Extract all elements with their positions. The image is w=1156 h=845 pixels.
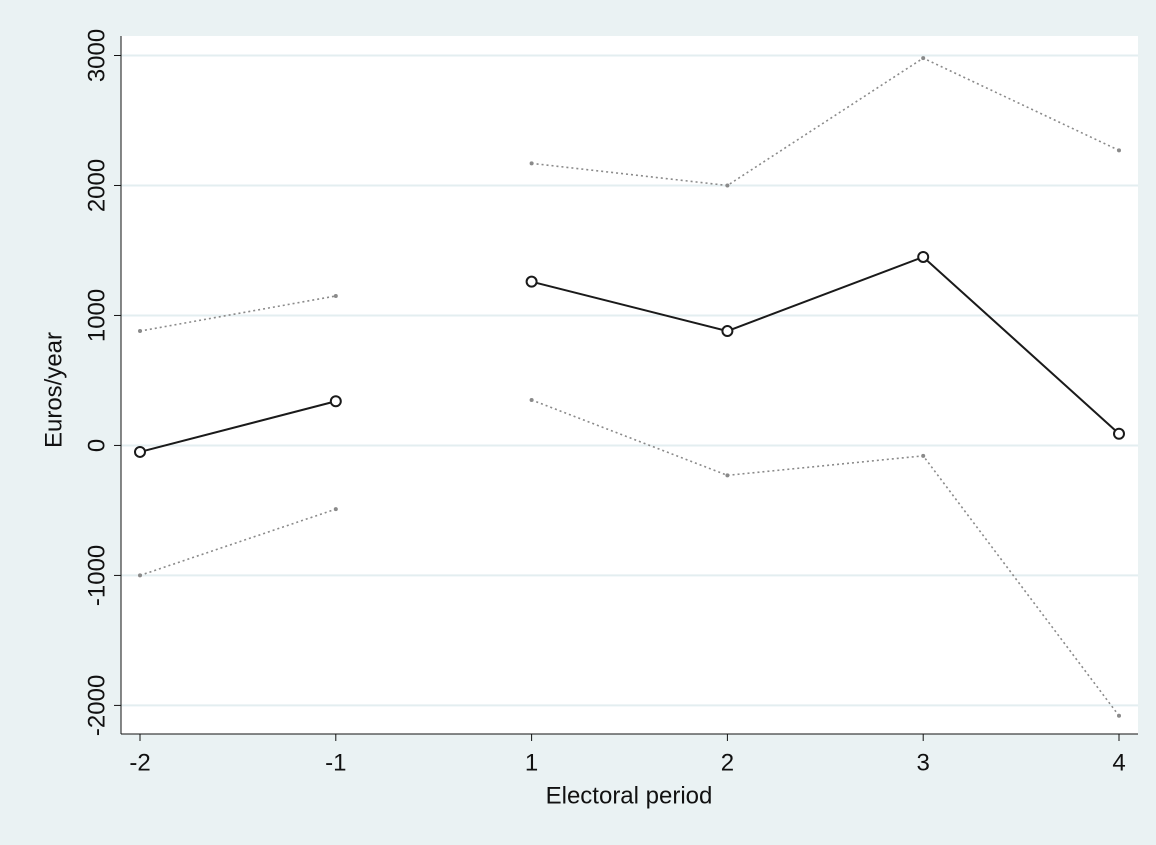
series-line	[139, 400, 337, 453]
series-line	[139, 295, 336, 332]
point-marker	[138, 573, 142, 578]
point-marker	[333, 507, 338, 512]
series-line	[531, 255, 1120, 435]
point-marker	[329, 395, 342, 408]
x-tick-label: 2	[721, 749, 734, 776]
point-marker	[525, 275, 538, 288]
y-tick-label: 2000	[83, 159, 110, 212]
x-tick-label: 4	[1112, 749, 1125, 776]
point-marker	[725, 183, 730, 188]
y-tick-label: 1000	[83, 289, 110, 342]
y-axis-title: Euros/year	[40, 332, 67, 448]
plot-area	[121, 36, 1138, 734]
point-marker	[921, 453, 926, 458]
x-tick-label: 1	[525, 749, 538, 776]
point-marker	[333, 293, 338, 298]
point-marker	[529, 397, 534, 402]
y-tick-label: 0	[83, 439, 110, 452]
x-tick-label: -1	[325, 749, 346, 776]
point-marker	[721, 325, 734, 338]
point-marker	[725, 473, 730, 478]
point-marker	[1117, 148, 1121, 153]
x-tick-label: -2	[129, 749, 150, 776]
x-axis-title: Electoral period	[546, 782, 713, 809]
point-marker	[134, 445, 146, 458]
point-marker	[138, 329, 142, 334]
point-marker	[921, 56, 926, 61]
y-tick-label: -2000	[83, 675, 110, 736]
point-marker	[1117, 713, 1121, 718]
y-tick-label: 3000	[83, 29, 110, 82]
y-tick-label: -1000	[83, 545, 110, 606]
point-marker	[917, 250, 930, 263]
point-marker	[529, 161, 534, 166]
point-marker	[1113, 427, 1125, 440]
x-tick-label: 3	[917, 749, 930, 776]
